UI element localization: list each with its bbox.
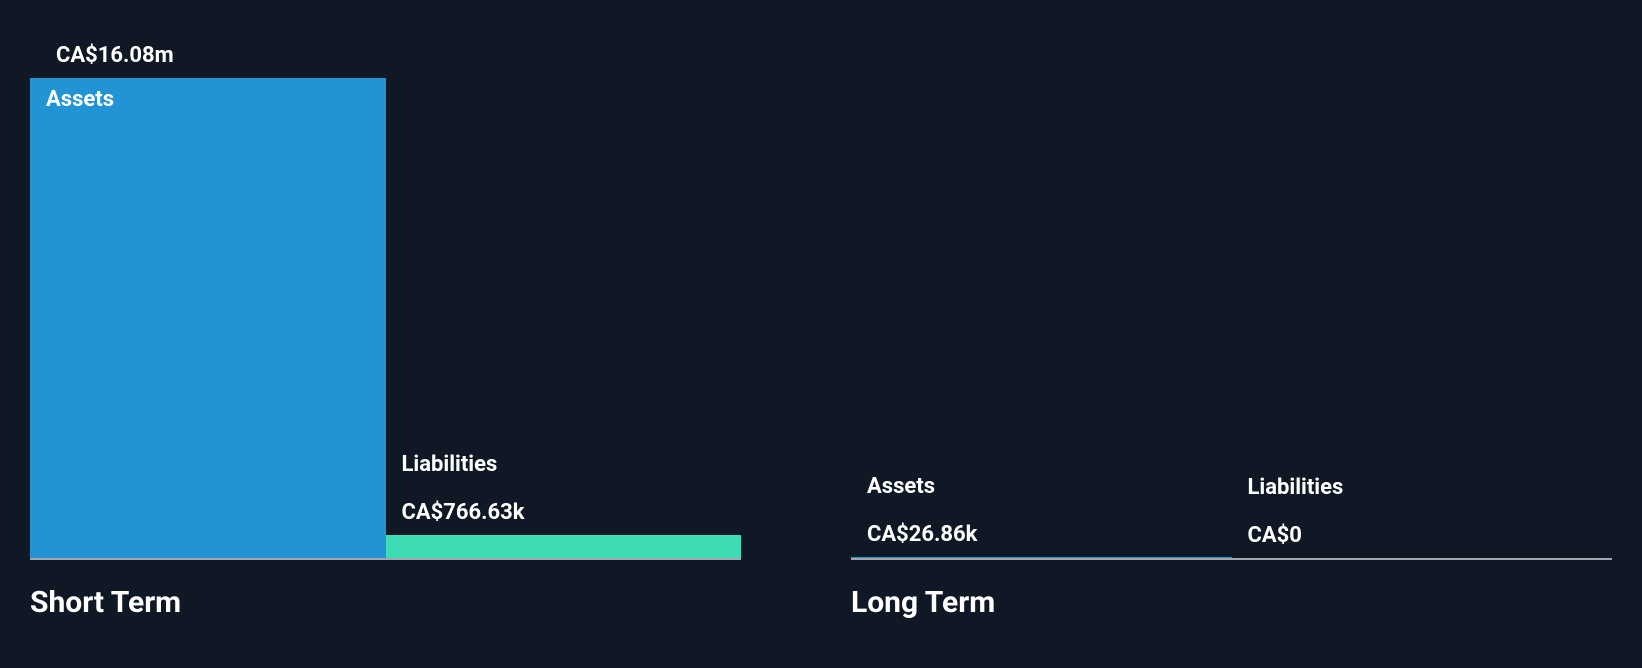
bar-long-term-assets[interactable] <box>851 557 1232 558</box>
balance-sheet-chart: Assets CA$16.08m Liabilities CA$766.63k Shor… <box>0 0 1642 668</box>
bar-short-term-assets[interactable] <box>30 78 386 558</box>
value-label-long-term-liabilities: CA$0 <box>1248 523 1302 548</box>
series-label-short-term-liabilities: Liabilities <box>402 452 498 477</box>
value-label-long-term-assets: CA$26.86k <box>867 522 977 547</box>
value-label-short-term-liabilities: CA$766.63k <box>402 500 525 525</box>
series-label-long-term-assets: Assets <box>867 474 935 499</box>
baseline <box>30 558 741 560</box>
panel-title-long-term: Long Term <box>851 585 995 620</box>
series-label-short-term-assets: Assets <box>46 87 114 112</box>
value-label-short-term-assets: CA$16.08m <box>56 43 174 68</box>
bar-short-term-liabilities[interactable] <box>386 535 742 558</box>
series-label-long-term-liabilities: Liabilities <box>1248 475 1344 500</box>
panel-long-term: Assets CA$26.86k Liabilities CA$0 Long Term <box>821 0 1642 668</box>
baseline <box>851 558 1612 560</box>
panel-short-term: Assets CA$16.08m Liabilities CA$766.63k Shor… <box>0 0 821 668</box>
panel-title-short-term: Short Term <box>30 585 181 620</box>
